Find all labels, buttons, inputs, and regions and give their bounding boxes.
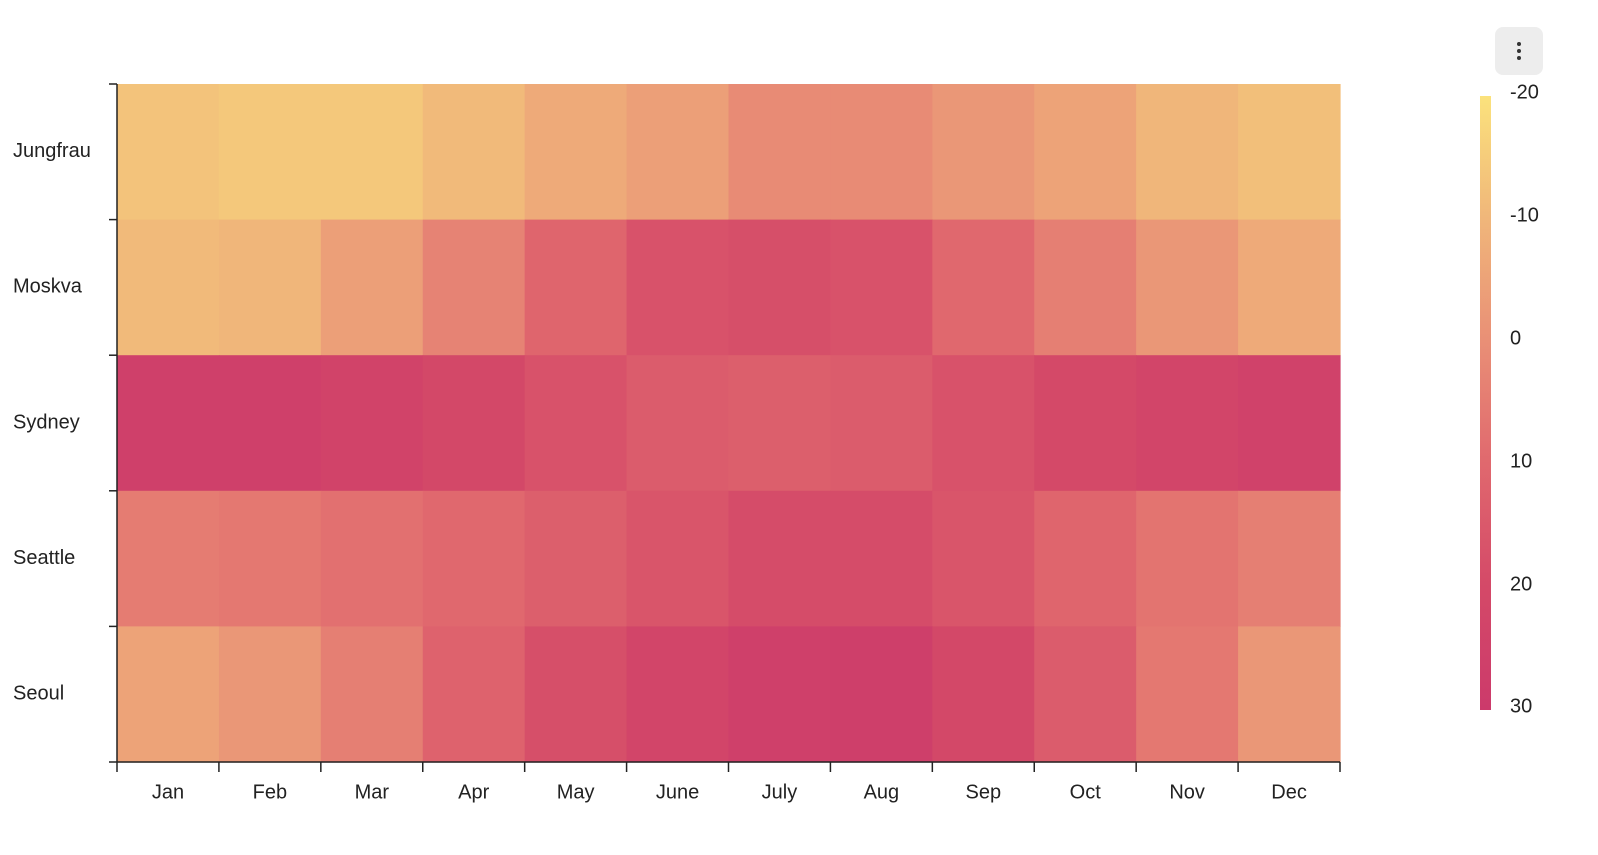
heatmap-cell: Jungfrau Feb: -14: [218, 84, 322, 221]
heatmap-cell: Sydney Feb: 26: [218, 355, 322, 492]
heatmap-cell: Jungfrau Oct: -5: [1034, 84, 1137, 221]
heatmap-cell: Sydney Apr: 21: [422, 355, 526, 492]
chart-menu-button[interactable]: [1495, 27, 1543, 75]
y-tick-label: Seoul: [13, 682, 64, 704]
heatmap-cell: Seoul June: 23: [626, 626, 730, 763]
heatmap-cell: Sydney Aug: 14: [830, 355, 933, 492]
legend-tick-label: -20: [1510, 81, 1539, 103]
heatmap-cell: Seattle May: 13: [524, 490, 628, 627]
heatmap-cell: Moskva Aug: 17: [830, 219, 933, 356]
heatmap-cell: Moskva Jan: -11: [117, 219, 220, 356]
heatmap-cell: Moskva Dec: -7: [1238, 219, 1341, 356]
heatmap-cell: Seattle Dec: 4: [1238, 490, 1341, 627]
heatmap-cell: Seoul Dec: -2: [1238, 626, 1341, 763]
x-tick-label: Sep: [965, 781, 1001, 803]
heatmap-cell: Jungfrau Sep: -2: [932, 84, 1035, 221]
x-tick-label: Mar: [355, 781, 390, 803]
heatmap-cell: Seattle Jan: 5: [117, 490, 220, 627]
legend-tick-label: 10: [1510, 450, 1532, 472]
heatmap-cell: Seoul May: 18: [524, 626, 628, 763]
heatmap-cell: Seattle Sep: 16: [932, 490, 1035, 627]
x-tick-label: Jan: [152, 781, 184, 803]
heatmap-cell: Sydney Jan: 26: [117, 355, 220, 492]
legend-tick-label: 20: [1510, 573, 1532, 595]
heatmap-cell: Seattle Feb: 6: [218, 490, 322, 627]
heatmap-cell: Moskva July: 18: [728, 219, 832, 356]
heatmap-cell: Seoul Aug: 27: [830, 626, 933, 763]
heatmap-cells: Jungfrau Jan: -13Jungfrau Feb: -14Jungfr…: [117, 84, 1341, 763]
heatmap-cell: Seoul July: 26: [728, 626, 832, 763]
heatmap-cell: Jungfrau Nov: -10: [1136, 84, 1239, 221]
heatmap-cell: Seattle Oct: 11: [1034, 490, 1137, 627]
heatmap-cell: Seoul Mar: 4: [320, 626, 424, 763]
heatmap-cell: Seoul Feb: -2: [218, 626, 322, 763]
heatmap-cell: Sydney May: 17: [524, 355, 628, 492]
heatmap-cell: Sydney Mar: 24: [320, 355, 424, 492]
color-legend: -20 -10 0 10 20 30: [1480, 81, 1539, 717]
heatmap-cell: Seattle June: 16: [626, 490, 730, 627]
heatmap-cell: Moskva Feb: -10: [218, 219, 322, 356]
heatmap-cell: Jungfrau Mar: -14: [320, 84, 424, 221]
x-tick-label: May: [557, 781, 595, 803]
heatmap-cell: Moskva Sep: 10: [932, 219, 1035, 356]
heatmap-cell: Jungfrau Aug: 1: [830, 84, 933, 221]
heatmap-cell: Moskva Mar: -4: [320, 219, 424, 356]
heatmap-cell: Seoul Apr: 12: [422, 626, 526, 763]
y-tick-label: Moskva: [13, 276, 83, 298]
heatmap-cell: Seattle Aug: 19: [830, 490, 933, 627]
heatmap-cell: Moskva Oct: 4: [1034, 219, 1137, 356]
y-tick-label: Seattle: [13, 547, 75, 569]
y-tick-label: Sydney: [13, 411, 80, 433]
heatmap-cell: Seoul Nov: 6: [1136, 626, 1239, 763]
x-tick-label: Oct: [1070, 781, 1102, 803]
axes: Jungfrau Moskva Sydney Seattle Seoul Jan Feb Ma…: [13, 83, 1341, 803]
heatmap-cell: Moskva May: 11: [524, 219, 628, 356]
heatmap-cell: Jungfrau June: -4: [626, 84, 730, 221]
heatmap-cell: Seoul Sep: 21: [932, 626, 1035, 763]
x-tick-label: Nov: [1169, 781, 1205, 803]
heatmap-cell: Moskva Apr: 3: [422, 219, 526, 356]
heatmap-cell: Sydney Sep: 17: [932, 355, 1035, 492]
heatmap-cell: Sydney June: 14: [626, 355, 730, 492]
y-tick-label: Jungfrau: [13, 140, 91, 162]
heatmap-cell: Seoul Jan: -5: [117, 626, 220, 763]
legend-tick-label: 0: [1510, 327, 1521, 349]
heatmap-cell: Seattle Apr: 10: [422, 490, 526, 627]
heatmap-cell: Seoul Oct: 14: [1034, 626, 1137, 763]
x-tick-label: July: [762, 781, 798, 803]
heatmap-cell: Moskva June: 17: [626, 219, 730, 356]
heatmap-cell: Sydney July: 13: [728, 355, 832, 492]
heatmap-cell: Sydney Nov: 23: [1136, 355, 1239, 492]
x-tick-label: Feb: [253, 781, 287, 803]
x-tick-label: Aug: [864, 781, 900, 803]
kebab-menu-icon: [1517, 42, 1521, 60]
heatmap-cell: Seattle Nov: 7: [1136, 490, 1239, 627]
heatmap-cell: Sydney Oct: 20: [1034, 355, 1137, 492]
heatmap-cell: Jungfrau Apr: -11: [422, 84, 526, 221]
heatmap-cell: Seattle July: 19: [728, 490, 832, 627]
legend-tick-label: -10: [1510, 204, 1539, 226]
heatmap-cell: Seattle Mar: 8: [320, 490, 424, 627]
heatmap-cell: Jungfrau Dec: -12: [1238, 84, 1341, 221]
heatmap-cell: Jungfrau July: 1: [728, 84, 832, 221]
x-tick-label: Apr: [458, 781, 489, 803]
heatmap-cell: Jungfrau Jan: -13: [117, 84, 220, 221]
heatmap-cell: Moskva Nov: -2: [1136, 219, 1239, 356]
x-tick-label: June: [656, 781, 699, 803]
legend-tick-label: 30: [1510, 695, 1532, 717]
heatmap-cell: Jungfrau May: -7: [524, 84, 628, 221]
heatmap-cell: Sydney Dec: 25: [1238, 355, 1341, 492]
x-tick-label: Dec: [1271, 781, 1307, 803]
legend-color-bar: [1480, 96, 1491, 710]
